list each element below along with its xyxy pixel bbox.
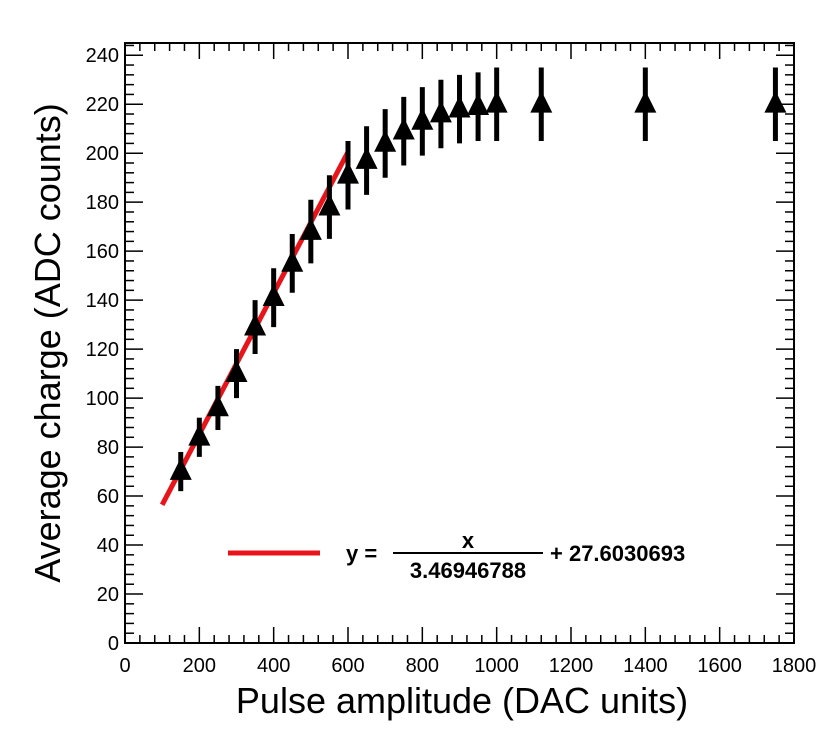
legend-suffix: + 27.6030693 [550,541,685,566]
x-tick-label: 1000 [474,655,519,677]
y-tick-label: 20 [97,584,119,606]
data-point [485,90,508,113]
y-tick-label: 120 [86,339,119,361]
x-tick-label: 200 [183,655,216,677]
legend: y = x 3.46946788 + 27.6030693 [228,528,685,583]
x-tick-label: 1400 [623,655,668,677]
x-tick-label: 800 [406,655,439,677]
y-axis-title: Average charge (ADC counts) [27,103,68,583]
data-point [244,313,267,336]
data-point [337,161,359,184]
x-tick-label: 1800 [772,655,817,677]
y-tick-label: 180 [86,192,119,214]
y-tick-label: 80 [97,437,119,459]
data-point [429,100,452,123]
axis-ticks [124,43,795,644]
y-tick-label: 240 [86,45,119,67]
legend-numerator: x [462,528,475,553]
y-tick-label: 160 [86,241,119,263]
x-tick-label: 600 [331,655,364,677]
data-point [188,423,211,446]
y-tick-labels: 0 20 40 60 80 100 120 140 160 180 200 220 240 [86,45,119,655]
x-tick-label: 1600 [697,655,742,677]
x-axis-title: Pulse amplitude (DAC units) [236,680,688,721]
y-tick-label: 220 [86,94,119,116]
y-tick-label: 140 [86,290,119,312]
data-point [530,90,553,113]
x-tick-label: 1200 [549,655,594,677]
data-point [448,95,471,118]
data-point [467,93,490,116]
legend-prefix: y = [346,541,377,566]
data-point [374,129,397,152]
data-point [262,284,285,307]
data-point [411,107,434,130]
y-tick-label: 100 [86,388,119,410]
data-point [764,90,787,113]
data-point [281,249,304,272]
data-point [355,146,378,169]
x-tick-labels: 0 200 400 600 800 1000 1200 1400 1600 1800 [119,655,816,677]
y-tick-label: 40 [97,535,119,557]
x-tick-label: 0 [119,655,130,677]
data-points [169,67,787,492]
legend-denominator: 3.46946788 [410,558,526,583]
data-point [299,217,322,240]
y-tick-label: 0 [108,633,119,655]
data-point [225,359,248,382]
data-point [169,457,192,480]
x-tick-label: 400 [257,655,290,677]
data-point [392,117,415,140]
plot-frame [124,42,795,644]
data-point [634,90,657,113]
data-point [318,193,341,216]
y-tick-label: 60 [97,486,119,508]
y-tick-label: 200 [86,143,119,165]
data-point [206,394,229,417]
